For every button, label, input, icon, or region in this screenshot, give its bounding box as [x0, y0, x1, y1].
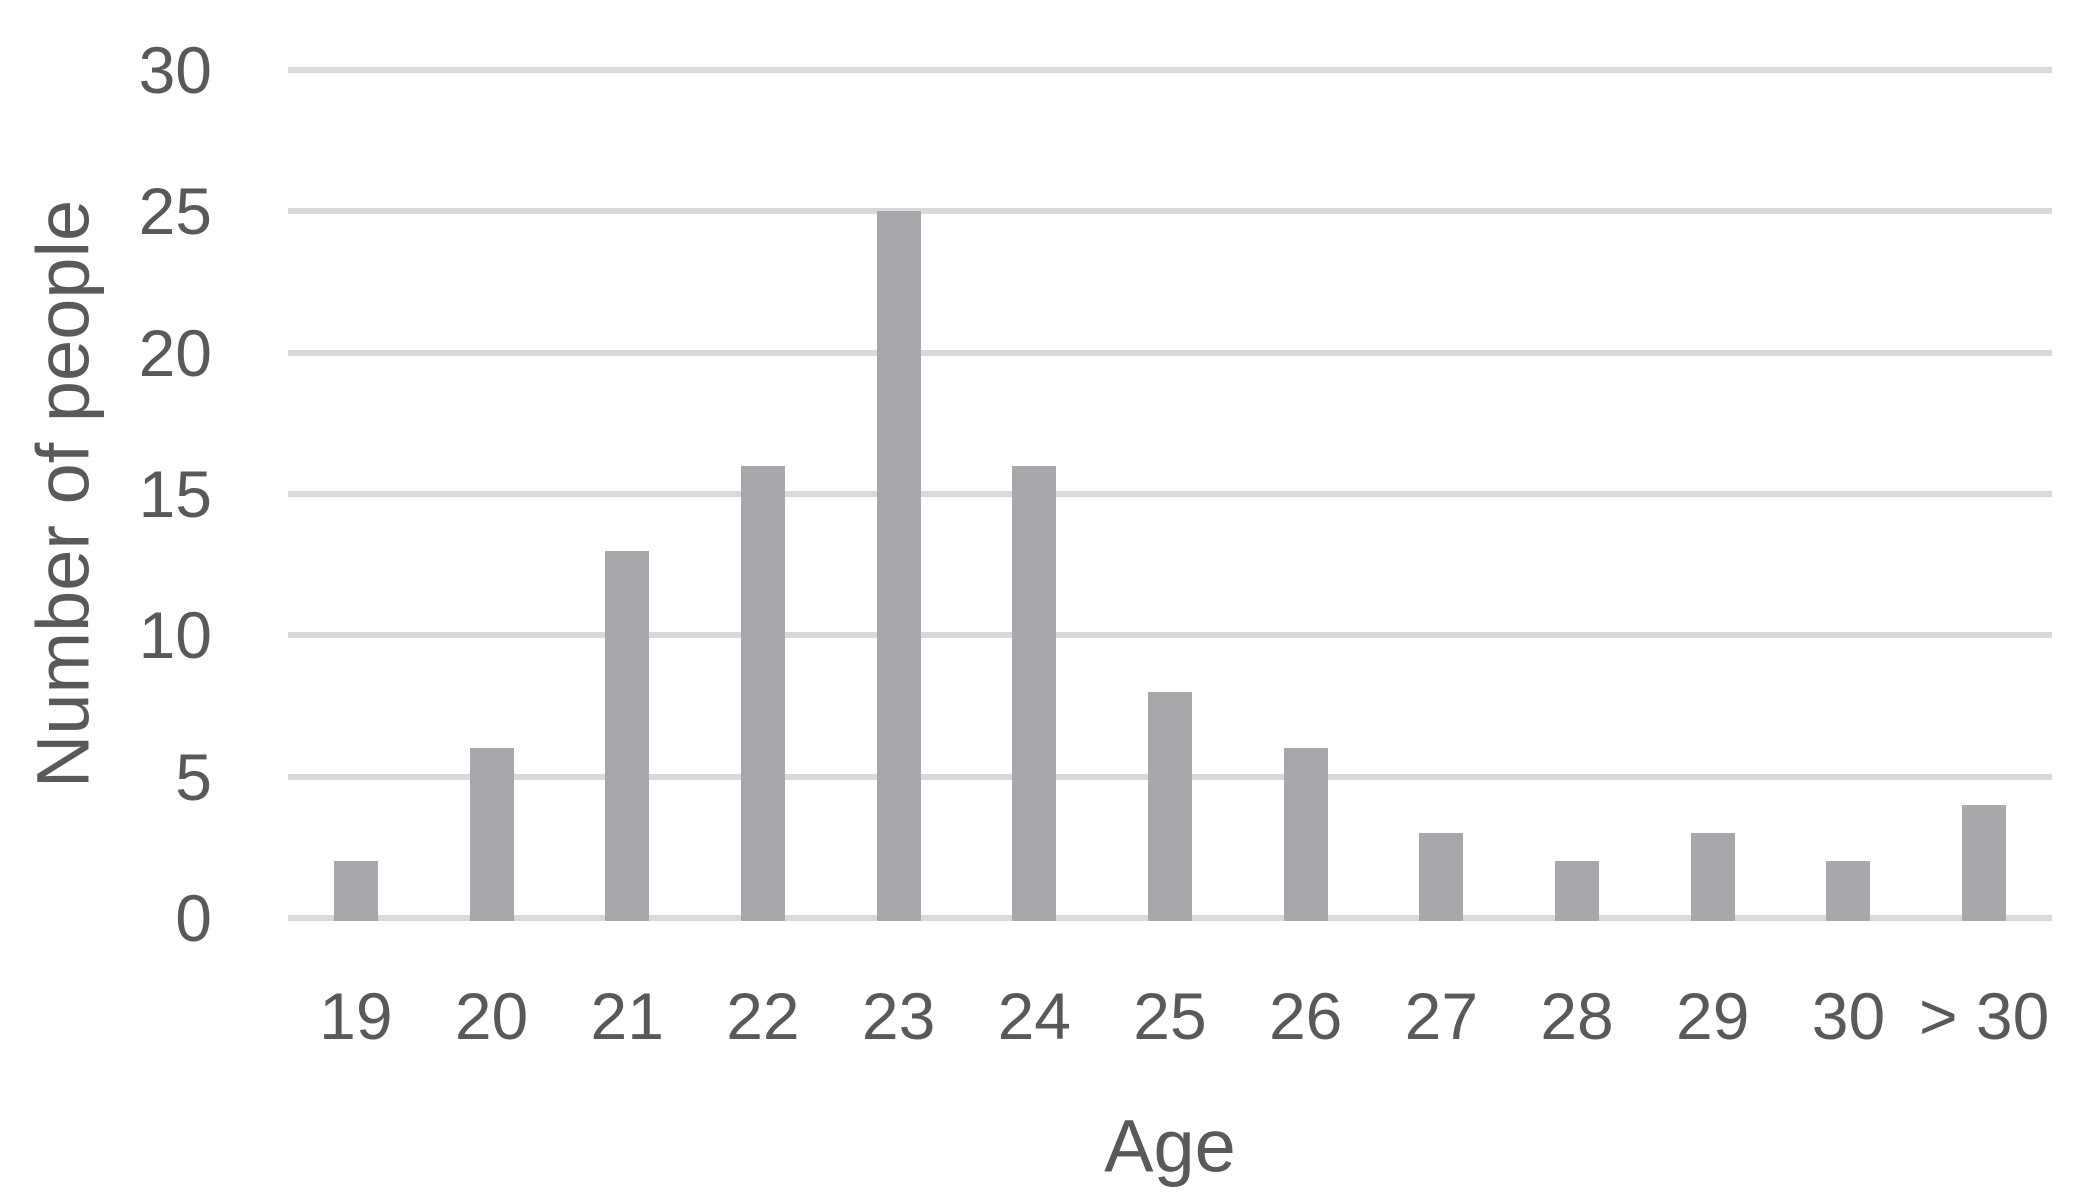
bar-29	[1690, 833, 1735, 921]
x-tick-label-21: 21	[590, 979, 664, 1053]
bar-30	[1962, 804, 2007, 921]
plot-area	[288, 67, 2052, 921]
bar-20	[469, 748, 514, 921]
x-tick-label-20: 20	[454, 979, 529, 1053]
y-tick-label-20: 20	[138, 315, 212, 390]
y-tick-label-30: 30	[138, 33, 212, 107]
x-tick-label-24: 24	[997, 979, 1071, 1053]
x-tick-label-30: > 30	[1918, 979, 2050, 1053]
y-tick-label-5: 5	[175, 739, 212, 814]
x-tick-label-26: 26	[1268, 979, 1343, 1053]
bar-24	[1012, 465, 1057, 921]
bar-22	[740, 465, 785, 921]
y-tick-label-15: 15	[138, 457, 212, 531]
gridline-25	[288, 208, 2052, 215]
y-tick-label-25: 25	[138, 174, 212, 249]
x-tick-label-19: 19	[319, 979, 393, 1053]
x-tick-label-22: 22	[726, 979, 800, 1053]
x-tick-label-23: 23	[861, 979, 936, 1053]
bar-25	[1148, 691, 1192, 921]
bar-21	[605, 550, 650, 921]
x-axis-title: Age	[1104, 1104, 1236, 1188]
gridline-10	[288, 632, 2052, 639]
x-tick-label-27: 27	[1404, 979, 1479, 1053]
gridline-20	[288, 349, 2052, 356]
bar-19	[333, 861, 378, 921]
bar-28	[1555, 861, 1600, 921]
bar-23	[876, 211, 921, 921]
y-tick-label-0: 0	[175, 881, 212, 955]
bar-30	[1826, 861, 1871, 921]
bar-26	[1283, 748, 1328, 921]
x-tick-label-28: 28	[1540, 979, 1614, 1053]
bar-27	[1419, 833, 1464, 921]
x-tick-label-29: 29	[1676, 979, 1750, 1053]
x-tick-label-30: 30	[1811, 979, 1886, 1053]
gridline-30	[288, 67, 2052, 73]
y-tick-label-10: 10	[138, 598, 212, 673]
gridline-15	[288, 491, 2052, 497]
x-tick-label-25: 25	[1133, 979, 1207, 1053]
